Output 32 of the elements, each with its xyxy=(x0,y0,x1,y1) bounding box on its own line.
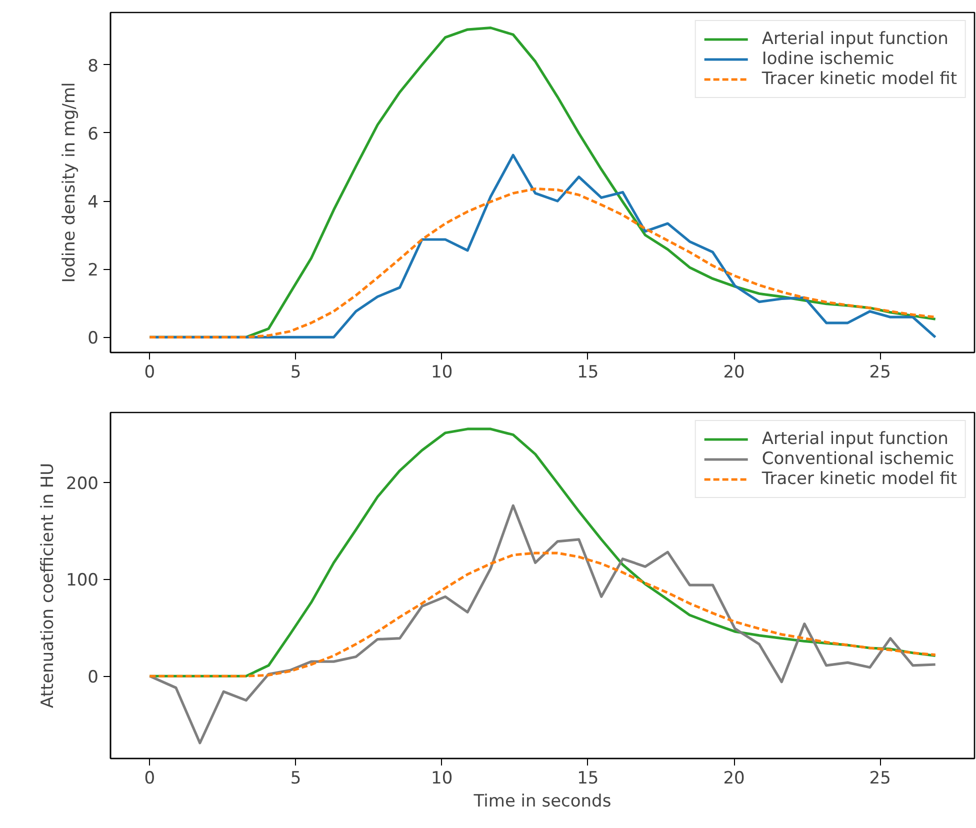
x-tick-label: 0 xyxy=(144,362,156,382)
x-tick-label: 20 xyxy=(723,768,745,788)
line-series xyxy=(148,552,937,678)
x-tick-label: 5 xyxy=(290,362,302,382)
x-tick-label: 15 xyxy=(577,362,599,382)
x-tick-label: 20 xyxy=(723,362,745,382)
y-tick-label: 100 xyxy=(66,570,99,591)
y-axis-title: Attenuation coefficient in HU xyxy=(38,462,58,708)
x-tick-label: 25 xyxy=(869,362,891,382)
y-tick-label: 8 xyxy=(88,56,99,76)
y-tick-label: 200 xyxy=(66,474,99,494)
legend-label: Arterial input function xyxy=(762,29,948,49)
x-tick-label: 0 xyxy=(144,768,156,788)
y-tick-label: 4 xyxy=(88,192,99,213)
x-tick-label: 10 xyxy=(431,768,453,788)
x-tick-label: 10 xyxy=(431,362,453,382)
x-tick-label: 5 xyxy=(290,768,302,788)
legend-label: Tracer kinetic model fit xyxy=(762,469,957,489)
legend-label: Iodine ischemic xyxy=(762,49,894,69)
legend-label: Conventional ischemic xyxy=(762,449,954,469)
y-tick-label: 0 xyxy=(88,328,99,349)
x-tick-label: 25 xyxy=(869,768,891,788)
y-axis-title: Iodine density in mg/ml xyxy=(60,82,80,283)
x-tick-label: 15 xyxy=(577,768,599,788)
line-series xyxy=(148,187,937,338)
y-tick-label: 0 xyxy=(88,668,99,688)
y-tick-label: 6 xyxy=(88,124,99,144)
x-axis-title: Time in seconds xyxy=(472,792,612,812)
legend-label: Tracer kinetic model fit xyxy=(762,69,957,89)
line-series xyxy=(148,504,937,744)
legend-label: Arterial input function xyxy=(762,429,948,449)
y-tick-label: 2 xyxy=(88,260,99,281)
